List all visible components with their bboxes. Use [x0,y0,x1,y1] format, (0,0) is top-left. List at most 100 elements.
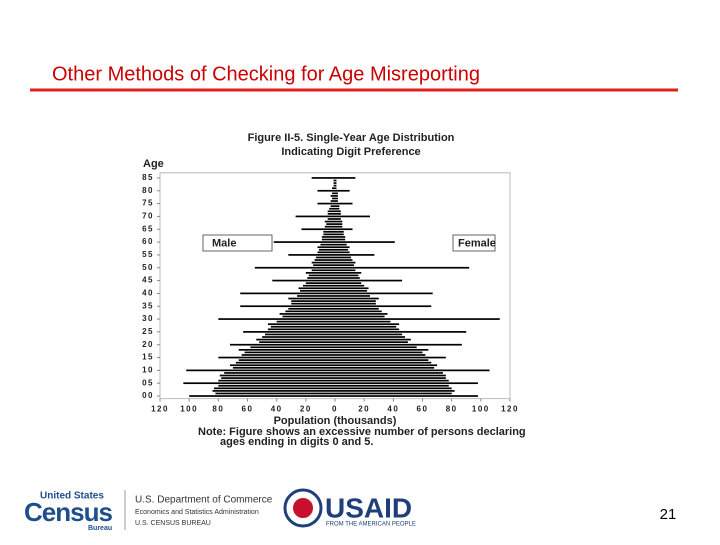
bar [335,210,341,213]
y-tick-label: 00 [142,391,154,400]
bar [335,390,455,392]
bar [335,297,379,300]
bar [323,233,335,236]
x-tick-label: 40 [387,405,399,414]
bar [256,338,335,341]
bar [335,331,467,333]
bar [335,236,346,238]
bar [335,251,350,254]
bar [335,230,344,233]
bar [335,266,470,269]
bar [335,215,370,218]
bar [335,374,446,377]
bar [243,331,335,333]
bar [332,192,335,195]
x-tick-label: 120 [151,405,169,414]
bar [335,272,362,274]
y-tick-label: 80 [142,186,154,195]
bar [327,210,335,213]
bar [335,310,382,313]
bar [335,238,346,241]
y-tick-label: 60 [142,237,154,246]
bar [317,251,335,254]
bar [241,354,335,356]
bar [254,266,335,269]
y-tick-label: 55 [142,250,154,259]
bar [335,325,397,328]
bar [189,395,335,397]
bar [327,213,335,215]
bar [321,238,335,241]
x-tick-label: 20 [358,405,370,414]
bar [320,243,335,246]
bar [335,392,452,395]
bar [335,269,356,272]
bar [224,372,335,374]
bar [335,220,343,223]
bar [212,390,335,392]
bar [291,300,335,302]
bar [335,195,338,197]
bar [333,182,335,184]
bar [219,374,335,377]
commerce-text: Economics and Statistics Administration [135,509,259,516]
y-tick-label: 35 [142,301,154,310]
bar [272,279,335,282]
bar [335,359,429,361]
bar [335,300,376,302]
bar [288,254,335,256]
y-tick-label: 30 [142,314,154,323]
census-logo: Census [24,497,112,527]
y-tick-label: 65 [142,224,154,233]
bar [335,184,337,187]
bar [218,384,335,387]
bar [335,320,391,323]
bar [335,395,478,397]
usaid-sub: FROM THE AMERICAN PEOPLE [326,522,416,528]
bar [335,177,356,179]
bar [317,202,335,205]
bar [332,187,335,190]
bar [323,230,335,233]
bar [335,287,369,290]
bar [238,348,335,351]
bar [317,246,335,249]
bar [335,289,368,292]
bar [335,233,344,236]
bar [335,246,350,249]
bar [335,369,490,372]
bar [335,341,408,343]
y-tick-label: 85 [142,173,154,182]
bar [302,284,335,287]
y-tick-label: 05 [142,378,154,387]
bar [230,343,335,346]
bar [265,333,335,336]
bar [335,248,349,251]
y-axis-label: Age [143,158,164,170]
bar [335,318,500,320]
bar [335,295,370,297]
bar [335,277,360,279]
bar [335,225,343,228]
bar [218,379,335,382]
bar [267,323,335,326]
bar [273,241,335,243]
chart-title: Indicating Digit Preference [281,146,420,158]
bar [308,274,335,277]
bar [335,387,452,390]
bar [305,272,335,274]
bar [314,259,335,261]
x-tick-label: 80 [212,405,224,414]
bar [288,297,335,300]
x-axis-label: Population (thousands) [274,415,397,427]
bar [335,302,376,305]
bar [288,307,335,310]
bar [335,192,338,195]
x-tick-label: 0 [332,405,338,414]
bar [316,256,335,259]
bar [218,318,335,320]
bar [335,377,446,379]
bar [311,269,335,272]
bar [183,382,335,385]
